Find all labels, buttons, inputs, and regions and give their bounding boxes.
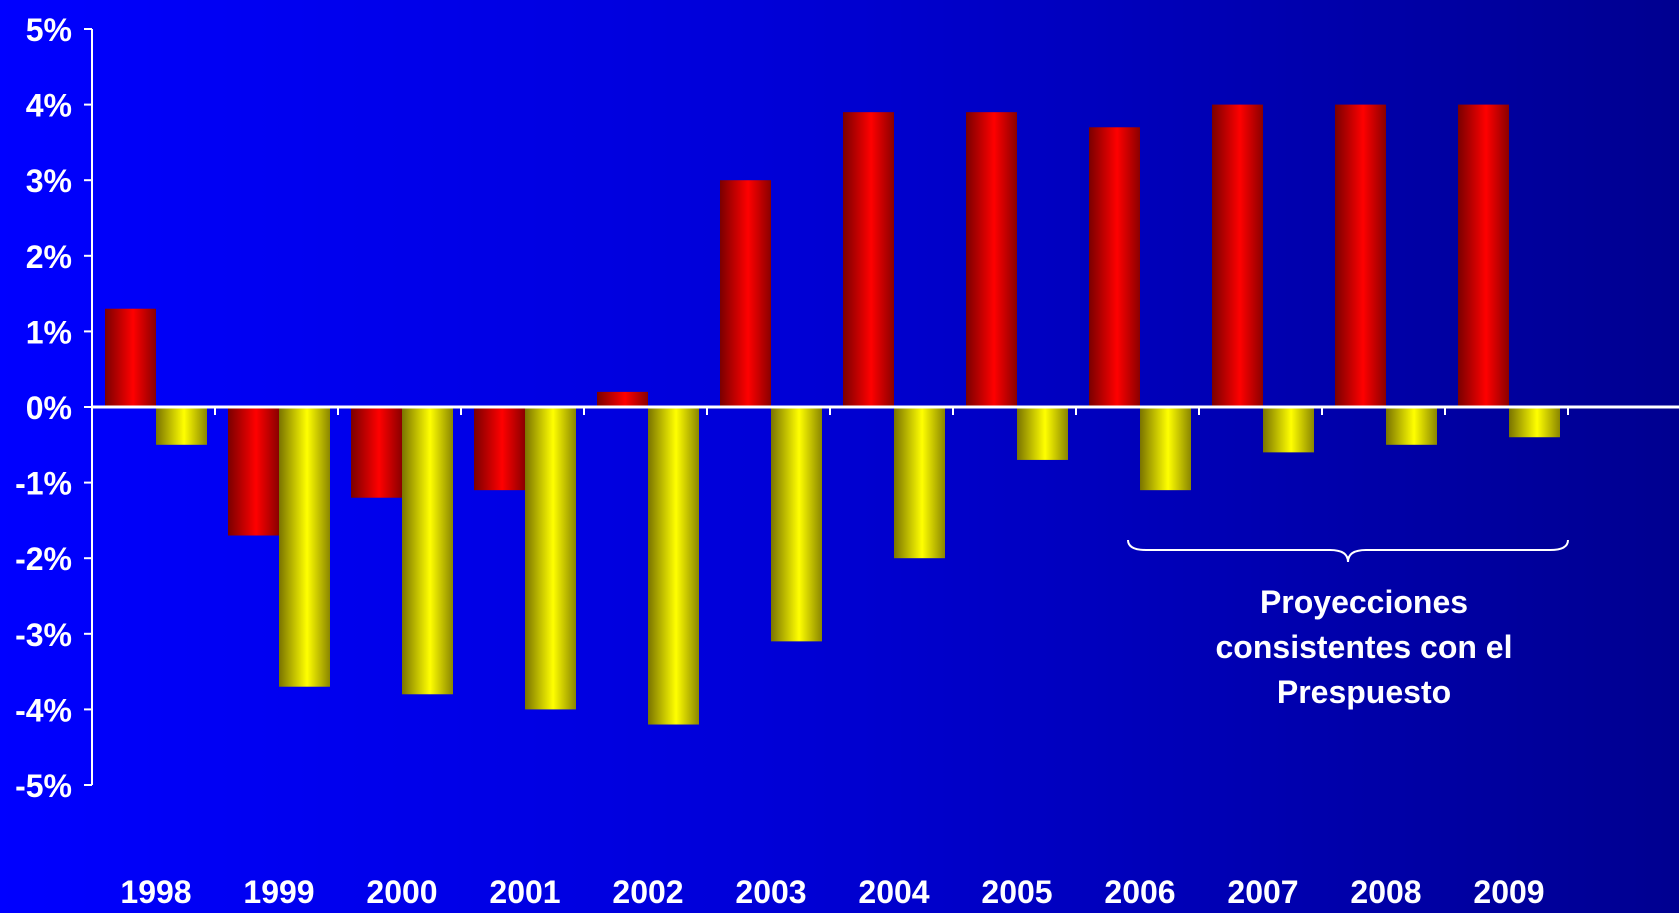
bar-yellow-2002 (648, 407, 699, 725)
y-tick-label: 2% (26, 239, 72, 275)
y-tick-label: 0% (26, 390, 72, 426)
x-tick-label: 2002 (612, 874, 683, 910)
x-tick-label: 2001 (489, 874, 560, 910)
bar-red-2005 (966, 112, 1017, 407)
x-tick-label: 2009 (1473, 874, 1544, 910)
x-axis-labels: 1998 1999 2000 2001 2002 2003 2004 2005 2006 2007… (120, 874, 1544, 910)
x-tick-label: 1998 (120, 874, 191, 910)
projection-brace (1127, 539, 1569, 563)
bar-yellow-2001 (525, 407, 576, 710)
x-tick-label: 2007 (1227, 874, 1298, 910)
bar-red-2004 (843, 112, 894, 407)
y-tick-label: -1% (15, 466, 72, 502)
y-tick-label: 3% (26, 163, 72, 199)
y-axis-ticks: 5% 4% 3% 2% 1% 0% -1% -2% -3% -4% -5% (15, 12, 92, 804)
annotation-line-1: Proyecciones (1260, 584, 1468, 620)
y-tick-label: -3% (15, 617, 72, 653)
bar-yellow-2006 (1140, 407, 1191, 491)
bar-red-2002 (597, 391, 648, 407)
bar-red-2008 (1335, 104, 1386, 407)
x-tick-label: 1999 (243, 874, 314, 910)
bar-yellow-2007 (1263, 407, 1314, 453)
bar-red-2009 (1458, 104, 1509, 407)
x-tick-label: 2008 (1350, 874, 1421, 910)
bar-red-2000 (351, 407, 402, 498)
bar-yellow-2000 (402, 407, 453, 695)
bar-red-2001 (474, 407, 525, 491)
bars (105, 104, 1560, 725)
y-tick-label: 4% (26, 88, 72, 124)
annotation-line-2: consistentes con el (1216, 629, 1513, 665)
bar-yellow-2008 (1386, 407, 1437, 445)
y-tick-label: -4% (15, 692, 72, 728)
annotation-line-3: Prespuesto (1277, 674, 1451, 710)
bar-yellow-1999 (279, 407, 330, 687)
bar-yellow-1998 (156, 407, 207, 445)
projection-annotation: Proyecciones consistentes con el Prespue… (1127, 539, 1569, 710)
x-tick-label: 2006 (1104, 874, 1175, 910)
x-tick-label: 2005 (981, 874, 1052, 910)
x-tick-label: 2000 (366, 874, 437, 910)
bar-red-1999 (228, 407, 279, 536)
bar-yellow-2004 (894, 407, 945, 559)
bar-red-2003 (720, 180, 771, 407)
bar-yellow-2003 (771, 407, 822, 642)
bar-yellow-2005 (1017, 407, 1068, 460)
x-tick-label: 2003 (735, 874, 806, 910)
y-tick-label: 1% (26, 314, 72, 350)
y-tick-label: -2% (15, 541, 72, 577)
y-tick-label: -5% (15, 768, 72, 804)
bar-red-1998 (105, 308, 156, 407)
bar-yellow-2009 (1509, 407, 1560, 438)
x-axis (91, 405, 1679, 415)
x-tick-label: 2004 (858, 874, 929, 910)
y-tick-label: 5% (26, 12, 72, 48)
bar-red-2006 (1089, 127, 1140, 407)
bar-red-2007 (1212, 104, 1263, 407)
